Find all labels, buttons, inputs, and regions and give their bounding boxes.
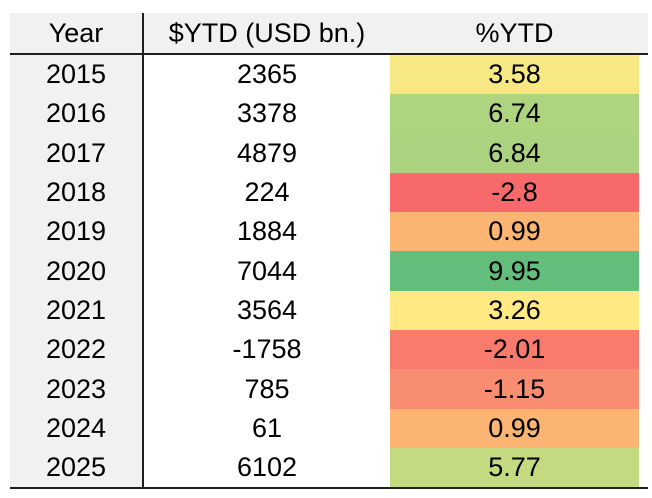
spacer-cell — [639, 54, 648, 95]
ytd-table: Year $YTD (USD bn.) %YTD 2015 2365 3.58 201… — [10, 13, 648, 490]
year-cell: 2025 — [10, 447, 144, 490]
spacer-cell — [639, 290, 648, 331]
pct-cell: 3.58 — [390, 54, 639, 95]
pct-cell: -1.15 — [390, 369, 639, 409]
table-row: 2022 -1758 -2.01 — [10, 330, 648, 370]
header-spacer — [639, 13, 648, 55]
table-row: 2016 3378 6.74 — [10, 94, 648, 134]
year-cell: 2021 — [10, 290, 144, 331]
year-cell: 2017 — [10, 133, 144, 173]
year-cell: 2019 — [10, 212, 144, 252]
year-cell: 2022 — [10, 330, 144, 370]
header-pct: %YTD — [390, 13, 639, 55]
year-cell: 2018 — [10, 172, 144, 213]
usd-cell: 2365 — [143, 54, 390, 95]
header-usd: $YTD (USD bn.) — [143, 13, 390, 55]
table-row: 2024 61 0.99 — [10, 408, 648, 448]
spacer-cell — [639, 408, 648, 448]
usd-cell: 61 — [143, 408, 390, 448]
usd-cell: 7044 — [143, 251, 390, 291]
table-body: 2015 2365 3.58 2016 3378 6.74 2017 4879 6.84 2018… — [10, 54, 648, 490]
table-row: 2023 785 -1.15 — [10, 369, 648, 409]
usd-cell: 224 — [143, 172, 390, 213]
year-cell: 2016 — [10, 94, 144, 134]
pct-cell: 3.26 — [390, 290, 639, 331]
pct-cell: -2.8 — [390, 172, 639, 213]
pct-cell: 6.74 — [390, 94, 639, 134]
usd-cell: 3564 — [143, 290, 390, 331]
table-row: 2020 7044 9.95 — [10, 251, 648, 291]
year-cell: 2015 — [10, 54, 144, 95]
pct-cell: 6.84 — [390, 133, 639, 173]
spacer-cell — [639, 94, 648, 134]
pct-cell: 5.77 — [390, 447, 639, 490]
table-row: 2018 224 -2.8 — [10, 172, 648, 213]
year-cell: 2024 — [10, 408, 144, 448]
pct-cell: 0.99 — [390, 408, 639, 448]
spacer-cell — [639, 133, 648, 173]
table-row: 2021 3564 3.26 — [10, 290, 648, 331]
year-cell: 2020 — [10, 251, 144, 291]
header-row: Year $YTD (USD bn.) %YTD — [10, 13, 648, 55]
pct-cell: 9.95 — [390, 251, 639, 291]
usd-cell: 4879 — [143, 133, 390, 173]
usd-cell: 1884 — [143, 212, 390, 252]
spacer-cell — [639, 447, 648, 490]
spacer-cell — [639, 369, 648, 409]
pct-cell: -2.01 — [390, 330, 639, 370]
spacer-cell — [639, 330, 648, 370]
spacer-cell — [639, 172, 648, 213]
table-row: 2017 4879 6.84 — [10, 133, 648, 173]
usd-cell: -1758 — [143, 330, 390, 370]
pct-cell: 0.99 — [390, 212, 639, 252]
usd-cell: 6102 — [143, 447, 390, 490]
spacer-cell — [639, 212, 648, 252]
usd-cell: 3378 — [143, 94, 390, 134]
spacer-cell — [639, 251, 648, 291]
table-row: 2015 2365 3.58 — [10, 54, 648, 95]
usd-cell: 785 — [143, 369, 390, 409]
year-cell: 2023 — [10, 369, 144, 409]
header-year: Year — [10, 13, 144, 55]
table-row: 2025 6102 5.77 — [10, 447, 648, 490]
table-row: 2019 1884 0.99 — [10, 212, 648, 252]
